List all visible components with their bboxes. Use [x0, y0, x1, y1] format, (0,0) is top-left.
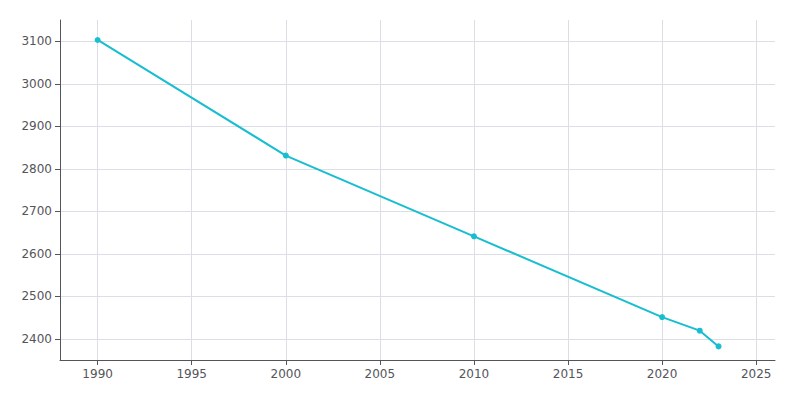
svg-text:2015: 2015: [553, 367, 584, 381]
svg-text:2800: 2800: [21, 162, 52, 176]
svg-text:2025: 2025: [741, 367, 772, 381]
svg-text:2900: 2900: [21, 119, 52, 133]
svg-text:2000: 2000: [271, 367, 302, 381]
svg-text:1990: 1990: [82, 367, 113, 381]
svg-text:2010: 2010: [459, 367, 490, 381]
svg-text:2400: 2400: [21, 332, 52, 346]
svg-text:2600: 2600: [21, 247, 52, 261]
svg-text:2020: 2020: [647, 367, 678, 381]
svg-text:2500: 2500: [21, 289, 52, 303]
svg-text:3000: 3000: [21, 77, 52, 91]
svg-text:2005: 2005: [365, 367, 396, 381]
svg-text:2700: 2700: [21, 204, 52, 218]
svg-text:3100: 3100: [21, 34, 52, 48]
svg-text:1995: 1995: [176, 367, 207, 381]
